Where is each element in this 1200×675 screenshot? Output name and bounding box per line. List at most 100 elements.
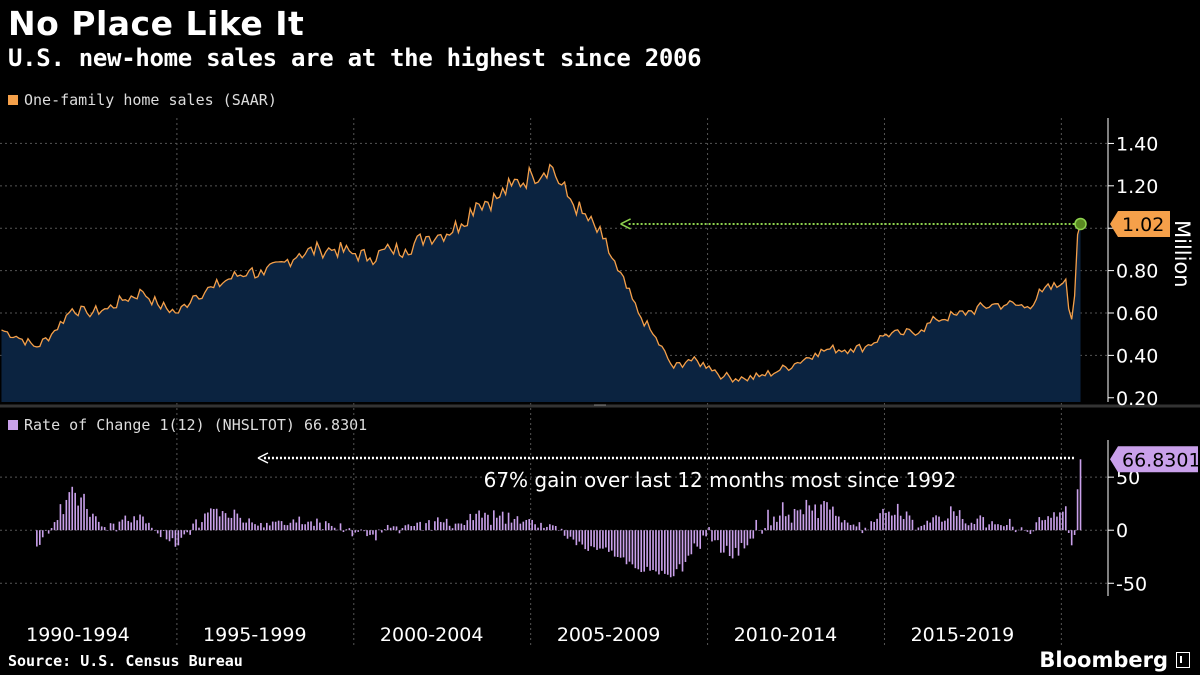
roc-bar — [587, 530, 589, 551]
roc-bar — [669, 530, 672, 578]
roc-bar — [484, 512, 486, 531]
roc-bar — [578, 530, 581, 542]
roc-bar — [917, 527, 920, 531]
roc-bar — [702, 530, 704, 536]
roc-bar — [298, 516, 301, 531]
roc-bar — [976, 518, 979, 531]
roc-bar — [195, 519, 197, 531]
roc-bar — [289, 522, 292, 531]
roc-bar — [837, 516, 840, 531]
roc-bar — [401, 528, 404, 531]
roc-bar — [319, 522, 321, 531]
roc-bar — [239, 517, 242, 531]
roc-bar — [599, 530, 601, 549]
roc-bar — [451, 528, 454, 531]
roc-bar — [38, 530, 41, 545]
roc-bar — [457, 523, 460, 531]
roc-bar — [549, 524, 551, 531]
roc-bar — [121, 519, 124, 531]
roc-bar — [227, 517, 230, 531]
roc-bar — [115, 530, 118, 532]
sales-arrow-head — [620, 218, 631, 230]
roc-bar — [153, 530, 156, 531]
roc-bar — [342, 530, 345, 533]
roc-bar — [646, 530, 648, 567]
roc-bar — [266, 522, 268, 531]
roc-bar — [156, 530, 159, 534]
roc-bar — [664, 530, 666, 574]
roc-bar — [888, 511, 890, 531]
roc-bar — [372, 530, 374, 535]
roc-bar — [864, 527, 867, 531]
roc-bar — [858, 522, 861, 531]
roc-bar — [242, 522, 245, 531]
roc-bar — [230, 517, 233, 531]
sales-y-tick-label: 0.80 — [1116, 261, 1158, 283]
brand-name: Bloomberg — [1039, 648, 1168, 672]
roc-bar — [519, 523, 522, 531]
roc-bar — [413, 526, 416, 531]
roc-bar — [448, 525, 451, 531]
roc-bar — [148, 522, 150, 531]
roc-y-tick-label: 50 — [1116, 467, 1140, 489]
roc-bar — [764, 528, 766, 531]
roc-bar — [929, 522, 931, 531]
roc-bar — [596, 530, 598, 550]
sales-y-tick-label: 1.40 — [1116, 133, 1158, 155]
roc-bar — [233, 509, 236, 531]
chart-title: No Place Like It — [8, 4, 305, 43]
roc-bar — [852, 524, 855, 531]
roc-bar — [584, 530, 587, 550]
roc-bar — [728, 530, 731, 557]
roc-bar — [95, 516, 97, 531]
roc-bar — [593, 530, 595, 548]
roc-bar — [92, 513, 94, 531]
roc-last-value-badge-text: 66.8301 — [1122, 449, 1200, 471]
roc-bar — [752, 530, 755, 539]
roc-bar — [204, 513, 206, 531]
roc-bar — [696, 530, 699, 547]
roc-bar — [920, 525, 923, 531]
roc-bar — [395, 526, 398, 531]
roc-bar — [985, 527, 987, 531]
roc-bar — [56, 520, 59, 531]
roc-bar — [805, 499, 808, 531]
roc-bar — [36, 530, 38, 547]
roc-bar — [802, 514, 805, 531]
roc-bar — [162, 530, 165, 532]
roc-bar — [386, 524, 389, 531]
roc-bar — [640, 530, 643, 573]
roc-bar — [183, 530, 186, 535]
roc-bar — [711, 530, 713, 542]
roc-bar — [666, 530, 669, 575]
roc-bar — [236, 513, 239, 531]
roc-bar — [681, 530, 684, 572]
roc-bar — [68, 492, 71, 531]
roc-bar — [1020, 527, 1023, 531]
roc-bar — [755, 519, 758, 531]
roc-bar — [991, 521, 993, 531]
roc-bar — [466, 520, 469, 531]
grid-lines — [0, 118, 1200, 646]
roc-bar — [793, 508, 796, 531]
roc-bar — [849, 525, 852, 531]
x-tick-label: 2015-2019 — [911, 624, 1015, 646]
roc-bar — [1014, 530, 1017, 533]
roc-bar — [209, 508, 212, 531]
roc-bar — [737, 530, 740, 556]
roc-bar — [546, 526, 548, 531]
roc-bar — [124, 515, 127, 531]
roc-bar — [693, 530, 696, 544]
roc-bar — [861, 530, 864, 534]
roc-bar — [398, 530, 401, 534]
roc-bar — [829, 509, 831, 531]
roc-bar — [345, 529, 348, 531]
roc-bar — [823, 500, 825, 531]
roc-bar — [575, 530, 578, 546]
roc-bar — [882, 508, 884, 531]
roc-bar — [389, 527, 392, 531]
roc-bar — [280, 521, 283, 531]
roc-bar — [313, 525, 315, 531]
roc-bar — [1000, 525, 1002, 531]
roc-bar — [103, 527, 106, 531]
